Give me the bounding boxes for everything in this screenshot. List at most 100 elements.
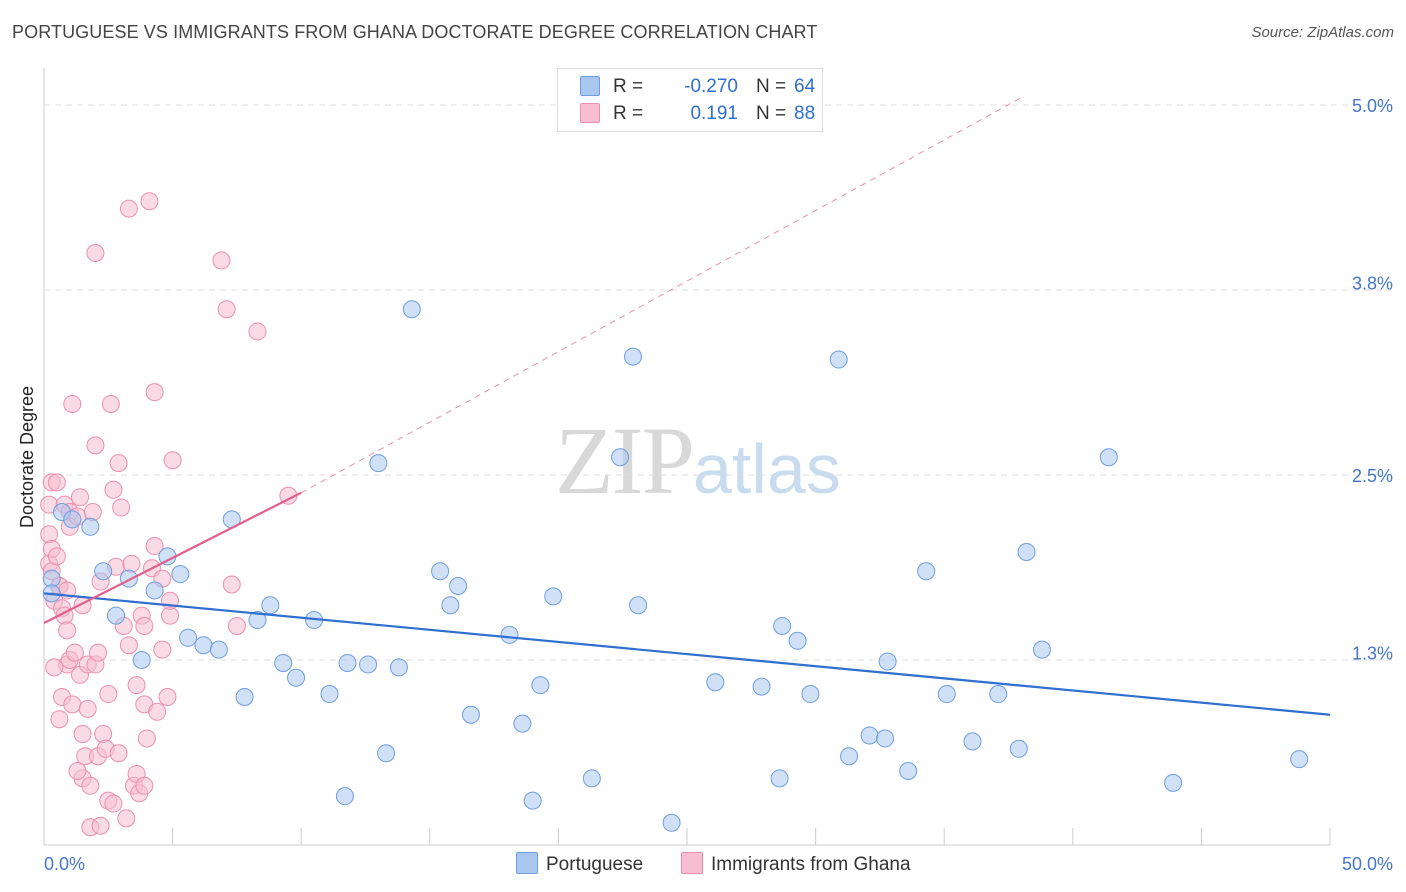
ghana-point [94, 725, 113, 743]
ghana-point [109, 744, 128, 763]
ghana-point [158, 688, 177, 706]
y-axis-title: Doctorate Degree [17, 386, 37, 528]
portuguese-point [320, 685, 339, 704]
portuguese-point [81, 517, 100, 536]
ghana-point [137, 729, 156, 748]
y-tick-label: 3.8% [1352, 274, 1393, 294]
portuguese-point [248, 611, 267, 630]
portuguese-point [1099, 448, 1118, 467]
legend-row-portuguese: R = -0.270 N = 64 [580, 76, 815, 100]
ghana-point [71, 488, 90, 507]
ghana-point [86, 244, 105, 262]
portuguese-trend-line [43, 592, 1331, 716]
portuguese-point [287, 668, 306, 687]
portuguese-point [629, 596, 648, 615]
ghana-point [73, 725, 92, 743]
portuguese-point [461, 705, 480, 724]
ghana-point [248, 322, 267, 341]
ghana-point [127, 676, 146, 695]
portuguese-point [171, 565, 190, 584]
portuguese-point [500, 625, 519, 644]
portuguese-point [623, 347, 642, 366]
ghana-point [140, 192, 159, 211]
portuguese-point [829, 350, 848, 369]
ghana-point [101, 394, 120, 413]
ghana-point [119, 199, 138, 218]
correlation-legend: R = -0.270 N = 64 R = 0.191 N = 88 [557, 68, 823, 132]
ghana-point [47, 473, 66, 492]
portuguese-point [209, 640, 228, 659]
ghana-point [163, 451, 182, 470]
ghana-legend-label: Immigrants from Ghana [711, 854, 911, 875]
portuguese-point [145, 581, 164, 600]
portuguese-point [274, 653, 293, 672]
portuguese-point [107, 606, 126, 625]
portuguese-point [989, 685, 1008, 704]
trend-lines [43, 97, 1331, 716]
ghana-point [45, 658, 64, 677]
ghana-point [117, 809, 136, 828]
portuguese-point [878, 652, 897, 671]
portuguese-point [1009, 739, 1028, 758]
portuguese-point [359, 655, 378, 674]
ghana-point [65, 643, 84, 662]
watermark-atlas: atlas [693, 430, 841, 508]
ghana-point [91, 816, 110, 835]
portuguese-point [402, 300, 421, 319]
portuguese-point [860, 726, 879, 745]
axes [43, 68, 1330, 846]
legend-n-value: 64 [794, 76, 816, 97]
ghana-point [81, 776, 100, 795]
legend-r-label: R = [613, 103, 644, 124]
portuguese-point [582, 769, 601, 788]
series-legend: Portuguese Immigrants from Ghana [0, 852, 1406, 878]
x-ticks [172, 828, 1331, 845]
y-tick-labels: 1.3% 2.5% 3.8% 5.0% [1352, 96, 1393, 664]
portuguese-point [338, 653, 357, 672]
ghana-point [112, 498, 131, 517]
portuguese-point [94, 562, 113, 581]
ghana-points [40, 192, 298, 837]
legend-r-value: 0.191 [690, 103, 738, 124]
legend-n-value: 88 [794, 103, 816, 124]
portuguese-point [963, 732, 982, 751]
legend-r-label: R = [613, 76, 644, 97]
ghana-swatch [580, 103, 600, 123]
legend-n-label: N = [756, 76, 787, 97]
portuguese-point [531, 676, 550, 695]
legend-item-ghana: Immigrants from Ghana [681, 852, 911, 876]
y-tick-label: 1.3% [1352, 644, 1393, 664]
x-tick-labels: 0.0% 50.0% [44, 854, 1393, 874]
source-label: Source: ZipAtlas.com [1251, 24, 1394, 41]
portuguese-point [611, 448, 630, 467]
portuguese-point [770, 769, 789, 788]
ghana-point [68, 762, 87, 780]
portuguese-swatch [580, 76, 600, 96]
ghana-trend-line [43, 491, 302, 624]
portuguese-point [132, 651, 151, 669]
chart-title: PORTUGUESE VS IMMIGRANTS FROM GHANA DOCT… [12, 22, 818, 42]
portuguese-point [441, 596, 460, 615]
portuguese-point [937, 685, 956, 704]
ghana-point [212, 251, 231, 270]
portuguese-point [523, 791, 542, 810]
ghana-point [63, 394, 82, 413]
portuguese-point [801, 685, 820, 704]
ghana-point [135, 776, 154, 795]
portuguese-point [261, 596, 280, 615]
portuguese-point [335, 787, 354, 806]
portuguese-point [1164, 773, 1183, 792]
legend-n-label: N = [756, 103, 787, 124]
portuguese-legend-label: Portuguese [546, 854, 644, 875]
ghana-point [122, 554, 141, 573]
portuguese-point [513, 714, 532, 733]
x-tick-label: 0.0% [44, 854, 85, 874]
ghana-point [135, 616, 154, 635]
ghana-point [109, 454, 128, 473]
portuguese-point [389, 658, 408, 677]
portuguese-point [773, 616, 792, 635]
portuguese-point [194, 636, 213, 655]
ghana-point [104, 794, 123, 813]
legend-row-ghana: R = 0.191 N = 88 [580, 103, 815, 127]
ghana-point [145, 383, 164, 402]
